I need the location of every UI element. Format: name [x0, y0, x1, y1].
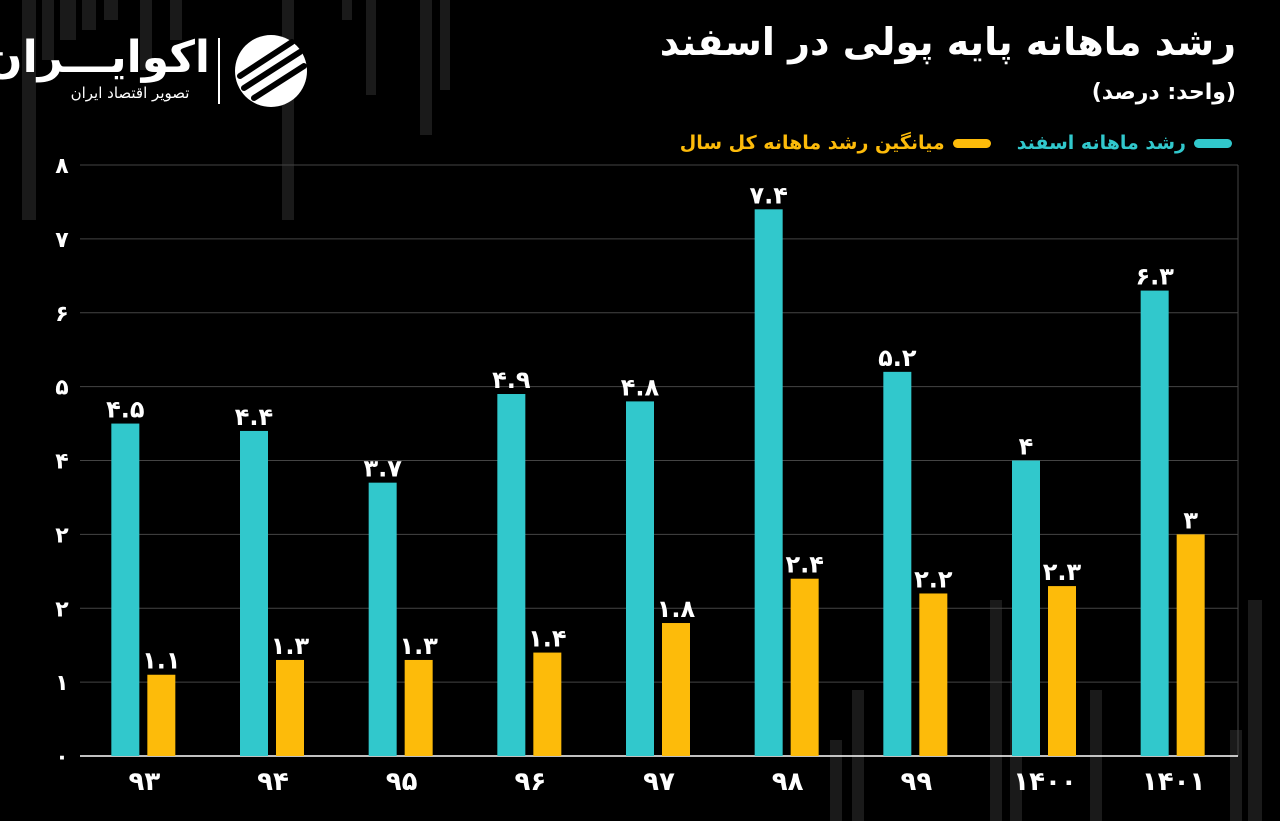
bar-esfand: [240, 430, 268, 756]
bar-average: [404, 659, 433, 756]
bar-esfand: [883, 371, 912, 756]
data-label-average: ۱.۸: [657, 595, 696, 623]
data-label-esfand: ۴.۴: [235, 403, 273, 431]
bar-esfand: [111, 423, 140, 756]
decor-bar: [1230, 730, 1242, 821]
brand-name: اکوایـــران: [0, 32, 210, 83]
x-tick-label: ۹۹: [900, 767, 932, 797]
y-tick-label: ۶: [55, 302, 68, 327]
chart-subtitle: (واحد: درصد): [1091, 80, 1236, 105]
data-label-average: ۱.۴: [528, 625, 566, 653]
brand-mark-icon: [235, 35, 307, 107]
decor-bar: [342, 0, 352, 20]
legend-label-esfand: رشد ماهانه اسفند: [1016, 132, 1186, 154]
brand-logo: اکوایـــران تصویر اقتصاد ایران: [0, 32, 320, 112]
x-tick-label: ۹۶: [514, 767, 546, 797]
bar-average: [276, 659, 304, 756]
data-label-esfand: ۴.۹: [492, 366, 531, 394]
bar-esfand: [368, 482, 397, 756]
decor-bar: [140, 0, 152, 70]
decor-bar: [104, 0, 118, 20]
data-label-esfand: ۷.۴: [749, 181, 787, 209]
y-tick-label: ۸: [55, 154, 69, 179]
x-tick-label: ۹۳: [128, 767, 160, 797]
data-label-esfand: ۵.۲: [878, 344, 917, 372]
decor-bar: [82, 0, 96, 30]
decor-bar: [440, 0, 450, 90]
decor-bar: [42, 0, 54, 60]
legend-label-average: میانگین رشد ماهانه کل سال: [679, 132, 945, 154]
data-label-average: ۲.۳: [1043, 558, 1082, 586]
chart-legend: رشد ماهانه اسفند میانگین رشد ماهانه کل س…: [680, 132, 1232, 154]
legend-swatch-esfand: [1194, 138, 1232, 148]
decor-bar: [60, 0, 76, 40]
bar-esfand: [626, 401, 654, 756]
bar-average: [919, 593, 948, 756]
data-label-esfand: ۴.۸: [621, 373, 660, 401]
y-tick-label: ۱: [55, 671, 68, 696]
data-label-average: ۲.۲: [914, 565, 953, 593]
brand-tagline: تصویر اقتصاد ایران: [70, 84, 190, 102]
data-label-average: ۲.۴: [785, 551, 823, 579]
y-tick-label: ۴: [55, 450, 68, 475]
x-tick-label: ۹۴: [257, 767, 289, 797]
decor-bar: [366, 0, 376, 95]
bar-esfand: [1140, 290, 1169, 756]
legend-swatch-average: [952, 138, 991, 148]
data-label-esfand: ۳.۷: [363, 455, 402, 483]
decor-bar: [170, 0, 182, 40]
y-tick-label: ۷: [55, 228, 69, 253]
data-label-average: ۱.۱: [142, 647, 180, 675]
data-label-average: ۱.۳: [399, 632, 438, 660]
x-tick-label: ۱۴۰۰: [1013, 767, 1076, 797]
data-label-average: ۳: [1183, 506, 1198, 534]
decor-bar: [22, 0, 36, 220]
bar-average: [147, 674, 176, 756]
bar-average: [533, 652, 562, 756]
y-tick-label: ۲: [55, 597, 69, 622]
bar-average: [662, 623, 690, 756]
data-label-esfand: ۶.۳: [1135, 263, 1174, 291]
y-tick-label: ۲: [55, 523, 69, 548]
bar-esfand: [497, 394, 526, 756]
data-label-esfand: ۴.۵: [106, 396, 144, 424]
data-label-esfand: ۴: [1019, 433, 1034, 461]
x-tick-label: ۹۷: [643, 767, 675, 797]
legend-item-esfand: رشد ماهانه اسفند: [1017, 132, 1232, 154]
x-tick-label: ۹۵: [386, 767, 418, 797]
x-tick-label: ۹۸: [772, 767, 804, 797]
decor-bar: [830, 740, 842, 821]
y-tick-label: ۰: [55, 745, 68, 770]
data-label-average: ۱.۳: [271, 632, 310, 660]
decor-bar: [1248, 600, 1262, 821]
decor-bar: [420, 0, 432, 135]
logo-divider: [218, 38, 220, 104]
chart-title: رشد ماهانه پایه پولی در اسفند: [659, 20, 1236, 64]
bar-esfand: [1012, 460, 1040, 756]
x-tick-label: ۱۴۰۱: [1142, 767, 1205, 797]
bar-average: [790, 578, 819, 756]
bar-average: [1176, 534, 1205, 756]
y-tick-label: ۵: [55, 376, 68, 401]
bar-average: [1048, 586, 1076, 756]
bar-esfand: [754, 209, 783, 756]
legend-item-average: میانگین رشد ماهانه کل سال: [680, 132, 991, 154]
decor-bar: [990, 600, 1002, 821]
